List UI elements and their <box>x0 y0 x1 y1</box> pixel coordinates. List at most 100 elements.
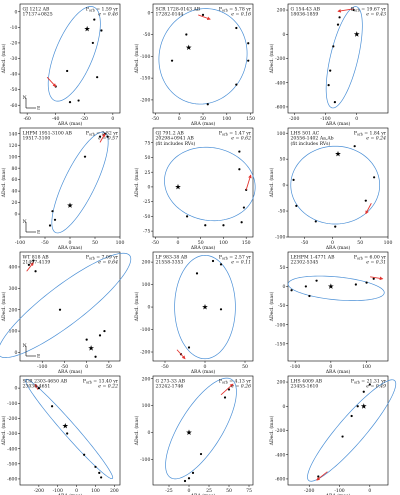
measurement-point <box>327 84 330 87</box>
panel-frame <box>152 375 254 486</box>
y-tick-label: -50 <box>143 214 150 220</box>
x-axis-label: ΔRA (mas) <box>58 368 83 375</box>
x-tick-label: 50 <box>226 488 232 494</box>
x-tick-label: -25 <box>165 488 172 494</box>
orbit-period-value: = 6.00 yr <box>363 255 387 261</box>
system-name-line: 20556-1402 Aa,Ab <box>291 136 334 142</box>
y-tick-label: 200 <box>9 307 18 313</box>
measurement-point <box>317 475 320 478</box>
measurement-point <box>103 329 106 333</box>
compass-north-label: N <box>23 343 27 349</box>
system-name-line: LHS 4009 AB <box>291 379 323 385</box>
period-subscript: orb <box>222 257 228 261</box>
measurement-point <box>341 435 344 438</box>
y-tick-label: -40 <box>10 72 17 78</box>
y-tick-label: -400 <box>275 452 285 458</box>
panel-frame <box>152 3 254 114</box>
x-tick-label: -50 <box>161 364 168 370</box>
motion-arrow <box>365 203 372 215</box>
y-tick-label: -200 <box>140 98 150 104</box>
measurement-point <box>211 259 215 263</box>
measurement-point <box>51 210 54 213</box>
primary-star-marker <box>88 345 94 351</box>
x-axis-label: ΔRA (mas) <box>191 244 216 251</box>
orbit-panel: -200 -100 0 100 200 0 -100 -200 -300 -400 -500 -600… <box>0 375 121 495</box>
x-tick-label: 0 <box>177 240 180 246</box>
period-subscript: orb <box>86 381 92 385</box>
measurement-point <box>66 69 69 73</box>
y-tick-label: 50 <box>145 155 151 161</box>
x-tick-label: -20 <box>81 116 88 122</box>
x-tick-label: -200 <box>289 116 299 122</box>
period-subscript: orb <box>354 9 360 13</box>
measurement-point <box>191 471 195 474</box>
y-tick-label: 40 <box>12 189 18 195</box>
measurement-point <box>98 471 101 474</box>
y-tick-label: -200 <box>140 350 150 356</box>
x-tick-label: -200 <box>34 488 44 494</box>
orbit-period-value: = 21.31 yr <box>360 379 387 385</box>
x-tick-label: -50 <box>152 240 159 246</box>
motion-arrow <box>370 276 384 281</box>
measurement-point <box>242 206 246 209</box>
y-tick-label: 0 <box>14 386 17 392</box>
primary-star-marker <box>335 150 341 157</box>
x-axis-label: ΔRA (mas) <box>191 368 216 375</box>
eccentricity-text: e = 0.64 <box>98 260 118 266</box>
x-tick-label: 200 <box>110 488 119 494</box>
measurement-point <box>332 45 335 48</box>
x-tick-label: 0 <box>204 364 207 370</box>
system-name-line: 19517-3100 <box>23 136 51 142</box>
measurement-point <box>68 101 72 104</box>
y-tick-label: 0 <box>282 32 285 38</box>
y-tick-label: 140 <box>9 131 18 137</box>
orbit-period-text: Porb = 2.82 yr <box>86 131 119 137</box>
orbit-ellipse <box>174 255 236 360</box>
system-name-line: 18036-1859 <box>291 12 319 18</box>
x-tick-label: 0 <box>69 240 72 246</box>
x-tick-label: 100 <box>384 240 393 246</box>
measurement-point <box>222 224 225 227</box>
measurement-point <box>364 199 367 202</box>
y-tick-label: -300 <box>7 431 17 437</box>
measurement-point <box>235 83 238 86</box>
x-tick-label: -60 <box>23 116 30 122</box>
system-name-line: 17282-0144 <box>156 12 184 18</box>
measurement-point <box>94 465 97 468</box>
x-axis-label: ΔRA (mas) <box>326 120 351 127</box>
x-axis-label: ΔRA (mas) <box>191 120 216 127</box>
measurement-point <box>308 294 311 298</box>
system-name-line: GJ 791.2 AB <box>156 131 185 137</box>
orbit-panel: -100 -50 0 50 100 0 20 40 60 80 100 120 140 ΔRA (mas)… <box>0 127 124 251</box>
system-name-line: LHS 501 AC <box>291 131 320 137</box>
x-axis-label: ΔRA (mas) <box>58 492 83 495</box>
y-tick-label: 100 <box>9 154 18 160</box>
measurement-point <box>100 29 103 32</box>
measurement-point <box>333 101 336 104</box>
orbit-ellipse <box>287 275 385 301</box>
period-subscript: orb <box>222 9 228 13</box>
y-axis-label: ΔDecl. (mas) <box>0 43 7 73</box>
measurement-point <box>235 26 238 30</box>
system-name-line: 17137+0825 <box>23 12 53 18</box>
x-tick-label: 100 <box>222 116 231 122</box>
x-tick-label: -100 <box>15 240 25 246</box>
y-axis-label: ΔDecl. (mas) <box>268 415 275 445</box>
y-tick-label: 0 <box>147 430 150 436</box>
system-name-line: G 154-43 AB <box>291 7 321 13</box>
system-name-line: 22302-5345 <box>291 260 319 266</box>
period-subscript: orb <box>89 9 95 13</box>
system-name-line: LHPM 1951-3100 AB <box>23 131 73 137</box>
y-tick-label: 20 <box>12 200 18 206</box>
orbit-panel: -100 -50 0 50 0 100 200 300 400 ΔRA (mas) ΔDecl. (… <box>0 251 132 375</box>
compass-east-label: E <box>37 106 40 112</box>
measurement-point <box>32 259 35 262</box>
x-tick-label: 0 <box>355 116 358 122</box>
x-tick-label: 25 <box>206 488 212 494</box>
period-subscript: orb <box>89 257 95 261</box>
measurement-point <box>372 277 375 280</box>
y-tick-label: 0 <box>147 185 150 191</box>
x-tick-label: 100 <box>91 488 100 494</box>
primary-star-marker <box>328 283 334 289</box>
